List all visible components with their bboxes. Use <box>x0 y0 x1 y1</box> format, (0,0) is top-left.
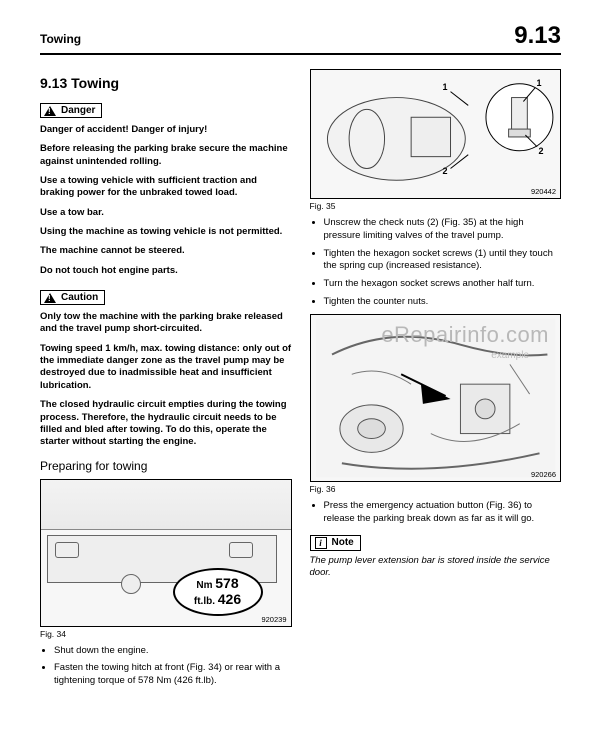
danger-para: The machine cannot be steered. <box>40 245 292 257</box>
list-item: Turn the hexagon socket screws another h… <box>324 278 562 291</box>
info-icon: i <box>315 537 327 549</box>
caution-para: Only tow the machine with the parking br… <box>40 311 292 336</box>
header-left: Towing <box>40 32 81 46</box>
warning-triangle-icon <box>44 293 56 303</box>
figure-36-id: 920266 <box>531 470 556 479</box>
list-item: Tighten the counter nuts. <box>324 296 562 309</box>
figure-36: 920266 <box>310 314 562 482</box>
content-columns: 9.13 Towing Danger Danger of accident! D… <box>40 69 561 693</box>
danger-para: Using the machine as towing vehicle is n… <box>40 226 292 238</box>
list-item: Tighten the hexagon socket screws (1) un… <box>324 248 562 274</box>
list-item: Shut down the engine. <box>54 645 292 658</box>
note-text: The pump lever extension bar is stored i… <box>310 555 562 580</box>
danger-para: Danger of accident! Danger of injury! <box>40 124 292 136</box>
note-box: i Note <box>310 535 361 551</box>
list-item: Press the emergency actuation button (Fi… <box>324 500 562 526</box>
figure-35-caption: Fig. 35 <box>310 201 562 211</box>
danger-box: Danger <box>40 103 102 118</box>
fig36-bullet-list: Press the emergency actuation button (Fi… <box>310 500 562 526</box>
callout-1b: 1 <box>537 78 542 88</box>
danger-label: Danger <box>61 105 95 116</box>
figure-34-id: 920239 <box>261 615 286 624</box>
danger-para: Do not touch hot engine parts. <box>40 265 292 277</box>
prep-heading: Preparing for towing <box>40 459 292 473</box>
torque-ftlb-val: 426 <box>218 591 241 607</box>
danger-para: Use a towing vehicle with sufficient tra… <box>40 175 292 200</box>
callout-2b: 2 <box>539 146 544 156</box>
danger-para: Use a tow bar. <box>40 207 292 219</box>
figure-34-caption: Fig. 34 <box>40 629 292 639</box>
left-column: 9.13 Towing Danger Danger of accident! D… <box>40 69 292 693</box>
list-item: Fasten the towing hitch at front (Fig. 3… <box>54 662 292 688</box>
torque-ftlb-label: ft.lb. <box>194 596 215 607</box>
figure-36-illustration <box>311 315 561 481</box>
fig35-bullet-list: Unscrew the check nuts (2) (Fig. 35) at … <box>310 217 562 309</box>
figure-36-caption: Fig. 36 <box>310 484 562 494</box>
left-bullet-list: Shut down the engine. Fasten the towing … <box>40 645 292 688</box>
danger-para: Before releasing the parking brake secur… <box>40 143 292 168</box>
callout-2a: 2 <box>443 166 448 176</box>
caution-para: Towing speed 1 km/h, max. towing distanc… <box>40 343 292 392</box>
torque-nm-label: Nm <box>196 580 212 591</box>
torque-nm-val: 578 <box>215 575 238 591</box>
right-column: 1 2 1 2 920442 Fig. 35 Unscrew the check… <box>310 69 562 693</box>
figure-35-illustration: 1 2 1 2 <box>311 70 561 198</box>
caution-label: Caution <box>61 292 98 303</box>
figure-35: 1 2 1 2 920442 <box>310 69 562 199</box>
torque-callout: Nm 578 ft.lb. 426 <box>173 568 263 616</box>
figure-34: Nm 578 ft.lb. 426 920239 <box>40 479 292 627</box>
list-item: Unscrew the check nuts (2) (Fig. 35) at … <box>324 217 562 243</box>
header-right: 9.13 <box>514 22 561 50</box>
section-title: 9.13 Towing <box>40 75 292 91</box>
note-label: Note <box>332 537 354 548</box>
page-header: Towing 9.13 <box>40 22 561 55</box>
caution-box: Caution <box>40 290 105 305</box>
caution-para: The closed hydraulic circuit empties dur… <box>40 399 292 448</box>
callout-1a: 1 <box>443 82 448 92</box>
warning-triangle-icon <box>44 106 56 116</box>
figure-35-id: 920442 <box>531 187 556 196</box>
